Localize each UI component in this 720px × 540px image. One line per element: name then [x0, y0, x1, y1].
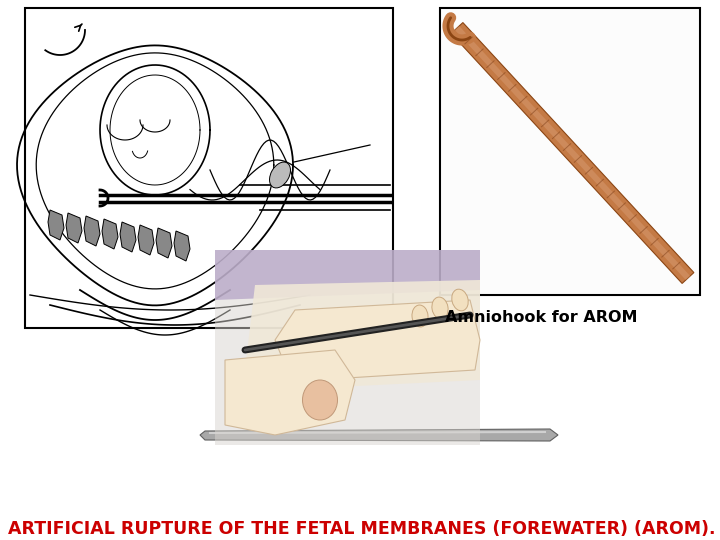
Ellipse shape — [269, 162, 290, 188]
Ellipse shape — [302, 380, 338, 420]
Polygon shape — [200, 429, 558, 441]
Bar — [25, 8, 393, 328]
Text: ARTIFICIAL RUPTURE OF THE FETAL MEMBRANES (FOREWATER) (AROM).: ARTIFICIAL RUPTURE OF THE FETAL MEMBRANE… — [8, 520, 716, 538]
Polygon shape — [84, 216, 100, 246]
Polygon shape — [138, 225, 154, 255]
Bar — [442, 10, 698, 293]
Bar — [215, 250, 480, 445]
Bar — [440, 8, 700, 295]
Polygon shape — [102, 219, 118, 249]
Polygon shape — [156, 228, 172, 258]
Polygon shape — [174, 231, 190, 261]
Polygon shape — [48, 210, 64, 240]
Text: Amniohook for AROM: Amniohook for AROM — [445, 310, 637, 325]
Ellipse shape — [451, 289, 468, 311]
Polygon shape — [451, 23, 694, 284]
Polygon shape — [455, 26, 690, 280]
Polygon shape — [120, 222, 136, 252]
Bar — [26, 9, 392, 327]
Polygon shape — [245, 280, 480, 390]
Polygon shape — [215, 250, 480, 300]
Polygon shape — [275, 300, 480, 380]
Polygon shape — [66, 213, 82, 243]
Ellipse shape — [432, 297, 448, 319]
Polygon shape — [225, 350, 355, 435]
Ellipse shape — [412, 305, 428, 327]
